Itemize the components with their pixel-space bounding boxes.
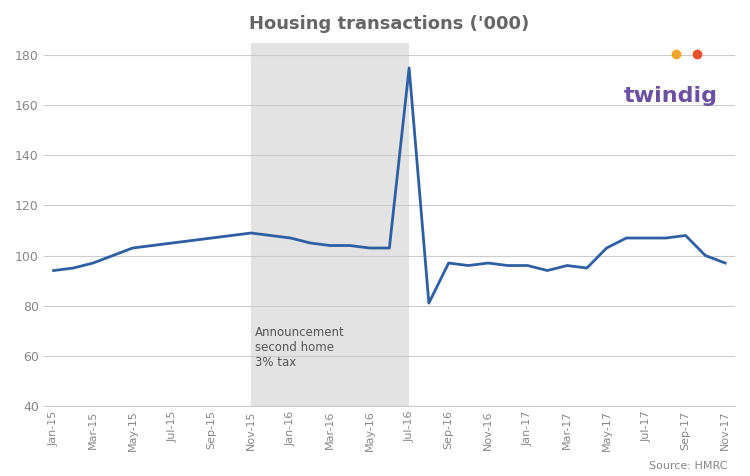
Text: Source: HMRC: Source: HMRC <box>649 461 728 471</box>
Bar <box>251 43 409 406</box>
Text: twindig: twindig <box>624 87 718 107</box>
Text: Announcement
second home
3% tax: Announcement second home 3% tax <box>255 326 345 368</box>
Title: Housing transactions ('000): Housing transactions ('000) <box>249 15 530 33</box>
